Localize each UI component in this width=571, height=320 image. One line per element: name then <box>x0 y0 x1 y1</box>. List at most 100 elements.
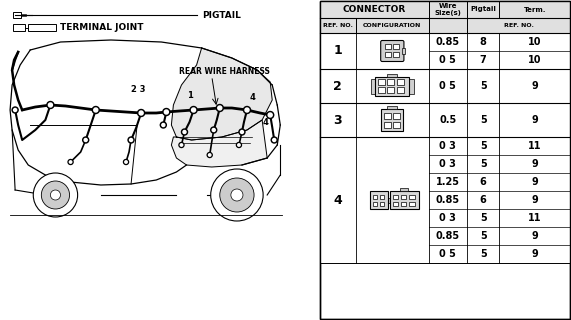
Bar <box>384 122 391 127</box>
Circle shape <box>183 131 186 133</box>
Circle shape <box>49 103 53 107</box>
Circle shape <box>211 127 217 133</box>
Circle shape <box>243 107 251 114</box>
Polygon shape <box>171 120 267 167</box>
Bar <box>320 1 570 33</box>
Bar <box>370 191 388 209</box>
Circle shape <box>138 109 144 116</box>
Text: 1.25: 1.25 <box>436 177 460 187</box>
Text: 9: 9 <box>531 159 538 169</box>
Text: 5: 5 <box>480 213 486 223</box>
Bar <box>385 44 391 49</box>
Text: REF. NO.: REF. NO. <box>504 23 533 28</box>
Bar <box>499 1 570 18</box>
Circle shape <box>139 111 143 115</box>
Circle shape <box>160 122 166 128</box>
Bar <box>377 87 385 92</box>
Bar <box>397 79 404 84</box>
Bar <box>373 202 377 206</box>
Circle shape <box>268 113 272 117</box>
Circle shape <box>231 189 243 201</box>
Circle shape <box>212 129 215 132</box>
Text: 10: 10 <box>528 37 541 47</box>
Circle shape <box>47 101 54 108</box>
Circle shape <box>93 107 99 114</box>
Circle shape <box>33 173 78 217</box>
Text: 5: 5 <box>480 159 486 169</box>
Text: 0.85: 0.85 <box>436 195 460 205</box>
Circle shape <box>163 108 170 116</box>
Text: 0 5: 0 5 <box>440 81 456 91</box>
Text: CONFIGURATION: CONFIGURATION <box>363 23 421 28</box>
Circle shape <box>273 139 276 141</box>
Circle shape <box>191 108 196 112</box>
Text: 4: 4 <box>333 194 342 206</box>
Text: 10: 10 <box>528 55 541 65</box>
Circle shape <box>239 129 245 135</box>
Bar <box>320 103 570 137</box>
Bar <box>393 113 400 118</box>
Bar <box>320 33 570 69</box>
Bar <box>387 74 397 76</box>
Text: 9: 9 <box>531 115 538 125</box>
Circle shape <box>220 178 254 212</box>
Circle shape <box>12 107 18 113</box>
Text: 5: 5 <box>480 141 486 151</box>
Text: REAR WIRE HARNESS: REAR WIRE HARNESS <box>179 68 270 76</box>
Text: 11: 11 <box>528 141 541 151</box>
Bar <box>371 78 375 93</box>
Circle shape <box>128 137 134 143</box>
Text: 2 3: 2 3 <box>131 85 146 94</box>
Bar <box>409 202 415 206</box>
Text: 1: 1 <box>187 91 194 100</box>
Text: 6: 6 <box>480 177 486 187</box>
Bar <box>393 195 399 199</box>
Text: 9: 9 <box>531 177 538 187</box>
Text: PIGTAIL: PIGTAIL <box>202 11 240 20</box>
Circle shape <box>218 106 222 110</box>
Circle shape <box>83 137 89 143</box>
Circle shape <box>271 137 278 143</box>
Circle shape <box>182 129 187 135</box>
Text: Pigtail: Pigtail <box>471 6 496 12</box>
Text: 7: 7 <box>480 55 486 65</box>
Bar <box>409 195 415 199</box>
Text: 0 5: 0 5 <box>440 249 456 259</box>
Bar <box>380 195 384 199</box>
Text: Wire
Size(s): Wire Size(s) <box>435 3 461 16</box>
Bar <box>429 18 467 33</box>
Bar <box>467 18 570 33</box>
Bar <box>320 69 570 103</box>
Circle shape <box>190 107 197 114</box>
Bar <box>28 24 57 31</box>
Text: 0.85: 0.85 <box>436 231 460 241</box>
Text: 9: 9 <box>531 231 538 241</box>
Circle shape <box>123 159 128 164</box>
Circle shape <box>236 142 242 148</box>
Text: CONNECTOR: CONNECTOR <box>343 5 406 14</box>
Bar <box>385 52 391 57</box>
Bar <box>373 195 377 199</box>
Bar <box>320 18 356 33</box>
Circle shape <box>240 131 243 133</box>
Bar <box>387 87 395 92</box>
Bar <box>381 109 404 131</box>
Bar <box>375 76 409 95</box>
Circle shape <box>41 181 70 209</box>
Text: TERMINAL JOINT: TERMINAL JOINT <box>61 23 144 32</box>
Text: 9: 9 <box>531 195 538 205</box>
Circle shape <box>179 142 184 148</box>
Bar <box>393 122 400 127</box>
Bar <box>387 79 395 84</box>
Bar <box>401 202 407 206</box>
Circle shape <box>180 144 183 146</box>
Bar <box>391 191 419 209</box>
Text: 5: 5 <box>480 231 486 241</box>
Circle shape <box>94 108 98 112</box>
Text: 5: 5 <box>480 249 486 259</box>
Text: 8: 8 <box>480 37 486 47</box>
Circle shape <box>14 108 17 111</box>
Text: 0.5: 0.5 <box>439 115 456 125</box>
Bar <box>356 18 429 33</box>
Bar <box>377 79 385 84</box>
